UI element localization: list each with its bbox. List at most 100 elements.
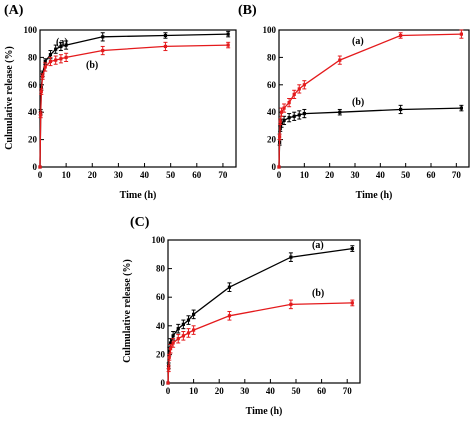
x-axis-title: Time (h) [356,190,393,201]
data-point [59,57,63,61]
x-tick-label: 70 [218,170,228,180]
data-point [48,53,53,57]
y-tick-label: 60 [156,292,166,302]
chart-panel-2: (C) 0 20 40 60 80 100 0 10 20 30 40 50 60 70 Time (h) Cu… [122,215,361,417]
data-point [168,341,173,345]
data-point [297,87,301,91]
y-tick-label: 80 [267,52,277,62]
y-tick-label: 100 [263,25,277,35]
x-tick-label: 20 [325,170,335,180]
x-tick-label: 60 [192,170,202,180]
data-point [181,334,185,338]
data-point [43,65,47,69]
x-tick-label: 40 [266,386,276,396]
y-tick-label: 80 [28,52,38,62]
y-tick-label: 20 [267,135,277,145]
data-point [459,106,463,110]
series-label: (a) [56,37,68,48]
x-tick-label: 40 [376,170,386,180]
y-tick-label: 100 [24,25,38,35]
data-point [192,328,196,332]
data-point [278,120,282,124]
x-tick-label: 0 [166,386,171,396]
x-tick-label: 50 [292,386,302,396]
x-tick-label: 30 [114,170,124,180]
y-axis-title: Culmulative release (%) [4,46,15,150]
series-0: (a) [166,240,355,385]
data-point [167,355,171,359]
x-tick-label: 10 [300,170,310,180]
data-point [459,32,463,36]
data-point [192,312,196,316]
panel-label: (B) [238,3,257,18]
data-point [350,246,354,251]
plot-frame [167,239,361,384]
data-point [176,337,180,341]
data-point [186,331,191,335]
x-tick-label: 60 [317,386,327,396]
data-point [181,322,185,326]
data-point [163,44,168,49]
series-label: (a) [352,36,364,47]
data-point [41,74,45,79]
series-1: (b) [38,41,231,169]
data-point [171,334,175,338]
series-0: (a) [38,30,231,169]
series-label: (a) [312,240,324,251]
y-tick-label: 100 [152,235,166,245]
data-point [167,367,171,371]
data-point [350,301,354,305]
data-point [338,58,342,62]
y-tick-label: 0 [33,162,38,172]
y-tick-label: 40 [28,107,38,117]
chart-panel-0: (A) 0 20 40 60 80 100 0 10 20 30 40 50 60 70 Time (h) Cu… [4,3,237,201]
plot-frame [39,29,237,168]
series-line [167,247,353,384]
data-point [227,314,232,318]
data-point [186,318,191,322]
x-tick-label: 0 [38,170,43,180]
x-tick-label: 30 [240,386,250,396]
data-point [287,101,291,105]
data-point [302,111,306,116]
x-tick-label: 30 [351,170,361,180]
data-point [163,33,168,38]
x-tick-label: 50 [166,170,176,180]
x-tick-label: 50 [401,170,411,180]
data-point [289,302,293,306]
data-point [167,349,171,354]
data-point [48,59,53,64]
data-point [171,341,175,345]
data-point [39,90,43,94]
plot-frame [278,29,470,168]
data-point [399,107,403,112]
data-point [278,135,282,139]
y-tick-label: 40 [156,321,166,331]
data-point [338,110,342,114]
data-point [176,327,180,331]
x-tick-label: 20 [88,170,98,180]
data-point [54,58,58,62]
data-point [101,48,105,53]
data-point [292,114,296,118]
chart-panel-1: (B) 0 20 40 60 80 100 0 10 20 30 40 50 60 70 Time (h) (a… [238,3,470,201]
data-point [64,55,68,59]
data-point [279,110,284,114]
series-label: (b) [312,288,324,299]
data-point [292,92,296,96]
y-tick-label: 80 [156,264,166,274]
x-tick-label: 10 [62,170,72,180]
data-point [38,165,42,169]
y-tick-label: 0 [272,162,277,172]
x-axis-title: Time (h) [246,406,283,417]
x-axis-title: Time (h) [120,190,157,201]
series-1: (b) [277,29,464,169]
data-point [282,118,286,123]
data-point [101,35,105,39]
x-tick-label: 10 [189,386,199,396]
data-point [277,165,281,169]
data-point [282,106,286,110]
series-line [39,33,229,168]
data-point [297,113,301,117]
